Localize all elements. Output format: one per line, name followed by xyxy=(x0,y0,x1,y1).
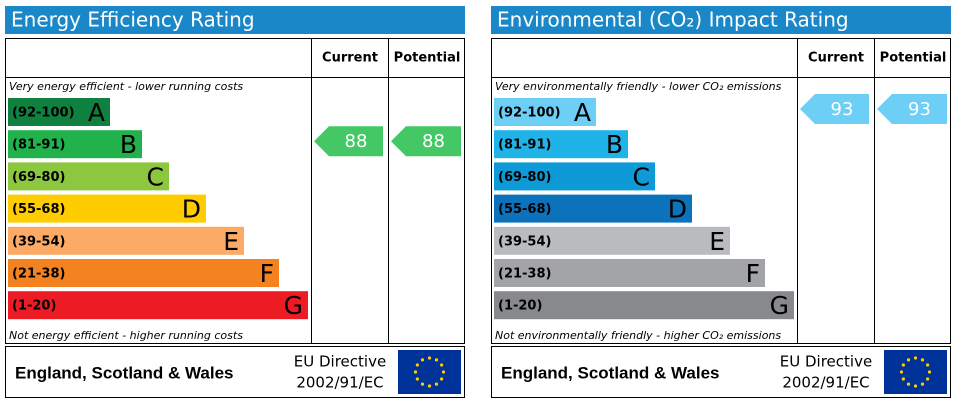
flag-star xyxy=(920,382,925,386)
potential-header: Potential xyxy=(394,51,461,66)
main-frame xyxy=(491,38,951,344)
current-value: 93 xyxy=(831,99,854,120)
flag-star xyxy=(927,370,932,374)
flag-star xyxy=(441,370,446,374)
band-letter: C xyxy=(147,162,164,191)
band-bar xyxy=(8,130,142,159)
flag-star xyxy=(440,377,444,381)
top-note: Very energy efficient - lower running co… xyxy=(9,80,243,93)
potential-arrow xyxy=(877,94,947,124)
band-bar xyxy=(494,259,765,287)
band-bar xyxy=(494,226,730,255)
current-header: Current xyxy=(808,51,864,66)
band-letter: G xyxy=(770,291,789,320)
band-range: (92-100) xyxy=(12,106,75,121)
band-bar xyxy=(8,194,206,223)
title-bar xyxy=(491,6,951,34)
flag-star xyxy=(913,356,918,360)
rating-panel: Environmental (CO₂) Impact Rating Current… xyxy=(491,6,951,398)
band-range: (39-54) xyxy=(12,234,65,249)
band-range: (55-68) xyxy=(12,202,65,217)
title-bar xyxy=(5,6,465,34)
band-letter: B xyxy=(120,130,137,159)
flag-star xyxy=(901,377,905,381)
band-range: (21-38) xyxy=(498,267,551,282)
potential-value: 88 xyxy=(422,131,445,152)
flag-star xyxy=(427,384,432,388)
potential-value: 93 xyxy=(908,99,931,120)
flag-star xyxy=(926,377,930,381)
band-range: (69-80) xyxy=(498,170,551,185)
band-letter: F xyxy=(260,259,274,288)
band-letter: E xyxy=(223,227,239,256)
band-letter: D xyxy=(182,195,201,224)
main-frame xyxy=(5,38,465,344)
panel-title: Energy Efficiency Rating xyxy=(11,8,255,32)
directive-line: EU Directive xyxy=(780,353,872,371)
footer-frame xyxy=(491,346,951,398)
band-range: (69-80) xyxy=(12,170,65,185)
band-bar xyxy=(8,162,169,191)
band-range: (55-68) xyxy=(498,202,551,217)
potential-header: Potential xyxy=(880,51,947,66)
rating-panel: Energy Efficiency Rating Current Potential… xyxy=(5,6,465,398)
flag-star xyxy=(434,382,439,386)
potential-arrow xyxy=(391,126,461,157)
flag-star xyxy=(440,363,444,367)
directive-line: EU Directive xyxy=(294,353,386,371)
band-bar xyxy=(8,98,110,126)
band-range: (39-54) xyxy=(498,234,551,249)
band-range: (21-38) xyxy=(12,267,65,282)
current-arrow xyxy=(800,94,869,124)
footer-region: England, Scotland & Wales xyxy=(501,363,720,382)
band-range: (1-20) xyxy=(498,299,542,314)
current-value: 88 xyxy=(345,131,368,152)
band-range: (92-100) xyxy=(498,106,561,121)
flag-star xyxy=(415,377,419,381)
top-note: Very environmentally friendly - lower CO… xyxy=(495,80,782,93)
bottom-note: Not environmentally friendly - higher CO… xyxy=(495,329,781,342)
band-letter: B xyxy=(606,130,623,159)
band-letter: D xyxy=(668,195,687,224)
current-header: Current xyxy=(322,51,378,66)
flag-star xyxy=(415,363,419,367)
band-range: (1-20) xyxy=(12,299,56,314)
directive-line: 2002/91/EC xyxy=(782,374,869,392)
flag-star xyxy=(901,363,905,367)
band-bar xyxy=(8,259,279,287)
flag-star xyxy=(420,358,425,362)
flag-star xyxy=(906,382,911,386)
flag-star xyxy=(906,358,911,362)
band-letter: C xyxy=(633,162,650,191)
band-letter: G xyxy=(284,291,303,320)
bottom-note: Not energy efficient - higher running co… xyxy=(9,329,243,342)
band-letter: F xyxy=(746,259,760,288)
flag-star xyxy=(420,382,425,386)
band-letter: A xyxy=(88,98,105,127)
flag-star xyxy=(413,370,418,374)
band-range: (81-91) xyxy=(498,138,551,153)
panel-title: Environmental (CO₂) Impact Rating xyxy=(497,8,849,32)
flag-star xyxy=(913,384,918,388)
footer-region: England, Scotland & Wales xyxy=(15,363,234,382)
band-range: (81-91) xyxy=(12,138,65,153)
band-bar xyxy=(8,226,244,255)
band-bar xyxy=(494,98,596,126)
band-bar xyxy=(494,130,628,159)
band-bar xyxy=(494,291,794,320)
band-bar xyxy=(494,194,692,223)
flag-star xyxy=(926,363,930,367)
flag-star xyxy=(899,370,904,374)
band-letter: E xyxy=(709,227,725,256)
current-arrow xyxy=(314,126,383,157)
band-bar xyxy=(494,162,655,191)
band-letter: A xyxy=(574,98,591,127)
flag-star xyxy=(920,358,925,362)
footer-frame xyxy=(5,346,465,398)
flag-star xyxy=(427,356,432,360)
band-bar xyxy=(8,291,308,320)
directive-line: 2002/91/EC xyxy=(296,374,383,392)
flag-star xyxy=(434,358,439,362)
